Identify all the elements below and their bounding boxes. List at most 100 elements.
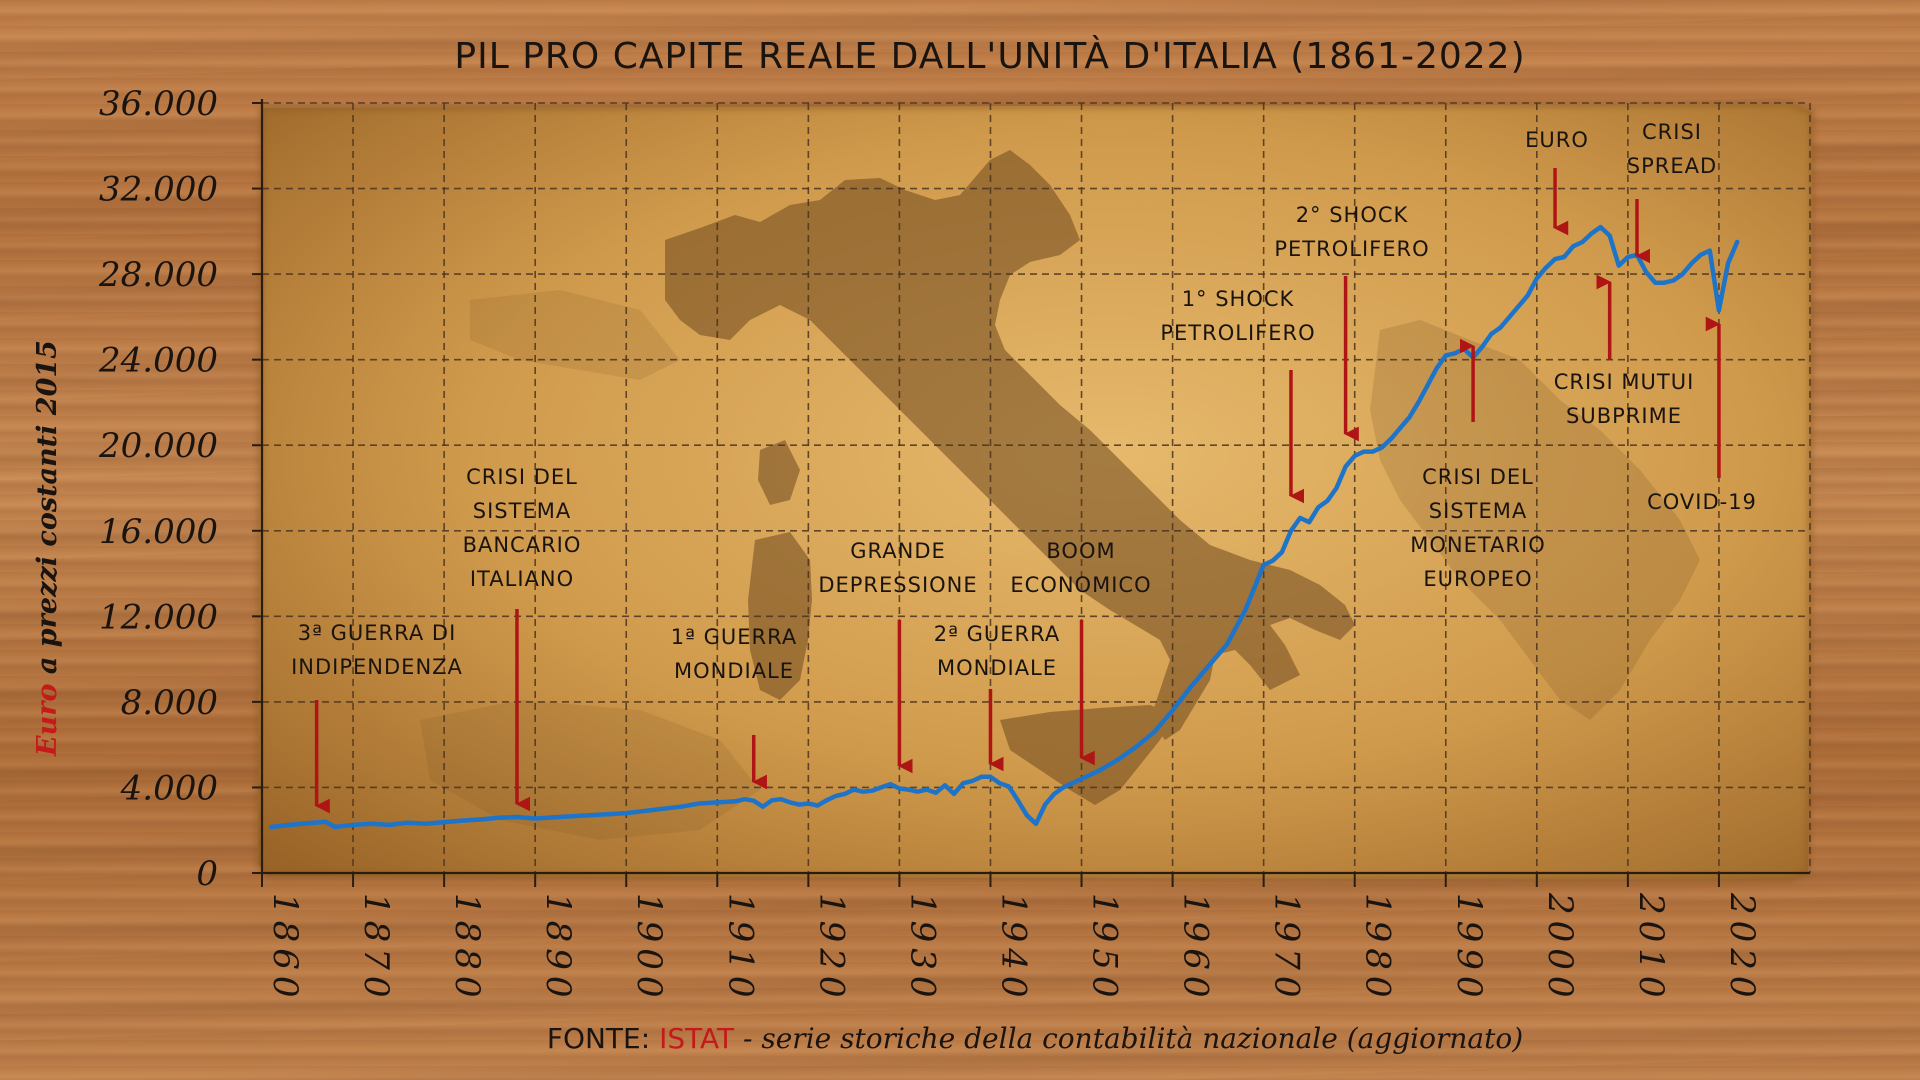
data-point bbox=[1298, 516, 1302, 520]
annotation-label: 2ª GUERRA bbox=[934, 622, 1061, 646]
data-point bbox=[1225, 642, 1229, 646]
annotation-label: INDIPENDENZA bbox=[291, 655, 463, 679]
annotation-label: MONETARIO bbox=[1410, 533, 1546, 557]
data-point bbox=[1052, 792, 1056, 796]
data-point bbox=[624, 811, 628, 815]
data-point bbox=[369, 822, 373, 826]
data-point bbox=[478, 817, 483, 822]
data-point bbox=[1134, 745, 1138, 749]
data-point bbox=[733, 799, 738, 803]
y-axis-label-currency: Euro bbox=[32, 683, 63, 756]
data-point bbox=[834, 794, 838, 798]
data-point bbox=[1553, 257, 1557, 261]
data-point bbox=[888, 782, 892, 786]
data-point bbox=[1435, 366, 1439, 370]
data-point bbox=[979, 775, 983, 779]
annotation-label: BOOM bbox=[1046, 539, 1115, 563]
data-point bbox=[406, 821, 410, 825]
data-point bbox=[1480, 345, 1484, 349]
data-point bbox=[1389, 437, 1393, 441]
y-tick-label: 0 bbox=[196, 854, 218, 894]
y-tick-label: 8.000 bbox=[121, 683, 218, 723]
data-point bbox=[815, 804, 820, 808]
data-point bbox=[934, 791, 938, 795]
annotation-label: BANCARIO bbox=[463, 533, 582, 557]
y-tick-label: 20.000 bbox=[98, 426, 218, 466]
data-point bbox=[1544, 266, 1548, 270]
data-point bbox=[305, 821, 310, 825]
annotation-label: SPREAD bbox=[1627, 154, 1717, 178]
x-tick-label: 1930 bbox=[902, 893, 942, 1004]
annotation-label: COVID-19 bbox=[1647, 490, 1757, 514]
annotation: CRISI MUTUI SUBPRIME bbox=[1554, 274, 1695, 428]
source-note: FONTE: ISTAT - serie storiche della cont… bbox=[547, 1022, 1523, 1055]
data-point bbox=[906, 787, 911, 792]
data-point bbox=[761, 805, 765, 809]
annotation: 1° SHOCK PETROLIFERO bbox=[1160, 287, 1315, 504]
data-point bbox=[1690, 261, 1694, 266]
data-point bbox=[752, 799, 756, 803]
data-point bbox=[269, 825, 273, 829]
annotation: GRANDE DEPRESSIONE bbox=[818, 539, 977, 774]
data-point bbox=[1598, 225, 1603, 229]
data-point bbox=[1061, 785, 1065, 790]
data-point bbox=[442, 820, 446, 824]
data-point bbox=[1353, 454, 1357, 458]
data-point bbox=[1098, 768, 1102, 772]
data-point bbox=[1116, 758, 1120, 762]
annotation-label: ITALIANO bbox=[470, 567, 574, 591]
data-point bbox=[1280, 550, 1284, 554]
data-point bbox=[1680, 272, 1685, 276]
x-tick-label: 1990 bbox=[1449, 893, 1489, 1004]
data-point bbox=[988, 775, 993, 779]
data-point bbox=[897, 786, 902, 791]
data-point bbox=[1362, 450, 1366, 454]
annotation-label: 1° SHOCK bbox=[1182, 287, 1295, 311]
x-tick-label: 1910 bbox=[720, 893, 760, 1004]
x-tick-label: 1980 bbox=[1358, 893, 1398, 1004]
annotation-label: 2° SHOCK bbox=[1296, 203, 1409, 227]
x-tick-label: 1970 bbox=[1267, 893, 1307, 1004]
x-tick-label: 1950 bbox=[1085, 893, 1125, 1004]
y-tick-label: 36.000 bbox=[99, 84, 218, 124]
data-point bbox=[1644, 270, 1648, 274]
data-point bbox=[1726, 261, 1730, 266]
data-point bbox=[1571, 244, 1575, 248]
x-tick-label: 1890 bbox=[538, 893, 578, 1004]
x-tick-label: 2010 bbox=[1631, 892, 1671, 1004]
data-point bbox=[1617, 263, 1621, 268]
data-point bbox=[1371, 450, 1375, 454]
data-point bbox=[970, 779, 974, 783]
data-series bbox=[268, 224, 1740, 830]
annotation-label: SUBPRIME bbox=[1566, 404, 1682, 428]
data-point bbox=[1653, 281, 1657, 285]
data-point bbox=[952, 792, 956, 796]
data-point bbox=[1262, 563, 1266, 567]
annotation: 2° SHOCK PETROLIFERO bbox=[1274, 203, 1429, 442]
data-point bbox=[642, 809, 647, 813]
data-point bbox=[861, 790, 865, 794]
annotation-label: EUROPEO bbox=[1423, 567, 1532, 591]
annotation: COVID-19 bbox=[1647, 316, 1757, 514]
data-point bbox=[333, 825, 337, 829]
data-point bbox=[916, 790, 920, 794]
x-tick-label: 1960 bbox=[1176, 893, 1216, 1004]
data-point bbox=[715, 800, 719, 805]
data-point bbox=[1344, 465, 1348, 469]
data-point bbox=[870, 789, 874, 793]
data-point bbox=[997, 781, 1002, 785]
data-point bbox=[287, 823, 291, 827]
data-point bbox=[1580, 240, 1584, 244]
y-tick-label: 24.000 bbox=[98, 341, 218, 381]
annotation-label: DEPRESSIONE bbox=[818, 573, 977, 597]
data-point bbox=[1453, 351, 1457, 355]
data-point bbox=[852, 787, 856, 792]
data-point bbox=[1444, 353, 1448, 357]
y-axis-ticks: 0 4.000 8.000 12.000 16.000 20.000 24.000 28.00… bbox=[98, 84, 262, 894]
data-point bbox=[324, 820, 328, 824]
data-point bbox=[1608, 234, 1612, 238]
data-point bbox=[570, 814, 574, 818]
data-point bbox=[843, 792, 847, 796]
data-point bbox=[1589, 231, 1594, 236]
annotation-label: CRISI MUTUI bbox=[1554, 370, 1695, 394]
